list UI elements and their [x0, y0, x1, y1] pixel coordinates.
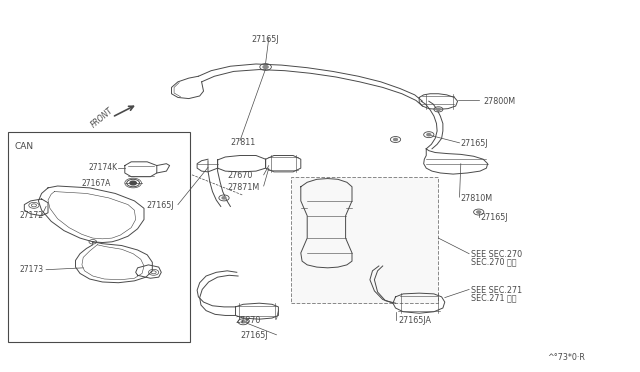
Text: 27165JA: 27165JA: [398, 316, 431, 325]
Text: 27165J: 27165J: [480, 213, 508, 222]
Text: 27811: 27811: [230, 138, 255, 147]
Circle shape: [427, 134, 431, 136]
Circle shape: [130, 181, 136, 185]
Text: ^°73*0·R: ^°73*0·R: [547, 353, 585, 362]
Text: 27172: 27172: [19, 211, 44, 220]
Text: 27870: 27870: [236, 316, 261, 325]
Bar: [291, 177, 438, 303]
Text: 27871M: 27871M: [227, 183, 259, 192]
Text: 27165J: 27165J: [461, 140, 488, 148]
Text: 27165J: 27165J: [146, 201, 173, 210]
Circle shape: [263, 65, 268, 68]
Text: CAN: CAN: [14, 142, 33, 151]
Text: 27165J: 27165J: [240, 331, 268, 340]
Text: SEE SEC.271: SEE SEC.271: [471, 286, 522, 295]
Text: 27173: 27173: [19, 265, 44, 274]
Text: SEC.271 参照: SEC.271 参照: [471, 293, 516, 302]
Text: 27800M: 27800M: [483, 97, 515, 106]
Text: FRONT: FRONT: [90, 106, 115, 130]
Text: 27174K: 27174K: [88, 163, 118, 171]
Text: 27167A: 27167A: [82, 179, 111, 187]
Circle shape: [477, 211, 481, 213]
Circle shape: [436, 108, 440, 110]
Circle shape: [241, 321, 245, 323]
Text: SEE SEC.270: SEE SEC.270: [471, 250, 522, 259]
Circle shape: [394, 138, 397, 141]
Text: 27670: 27670: [227, 171, 253, 180]
Bar: [8, 132, 190, 342]
Text: 27810M: 27810M: [461, 194, 493, 203]
Text: 27165J: 27165J: [252, 35, 279, 44]
Text: SEC.270 参照: SEC.270 参照: [471, 258, 516, 267]
Circle shape: [222, 197, 226, 199]
